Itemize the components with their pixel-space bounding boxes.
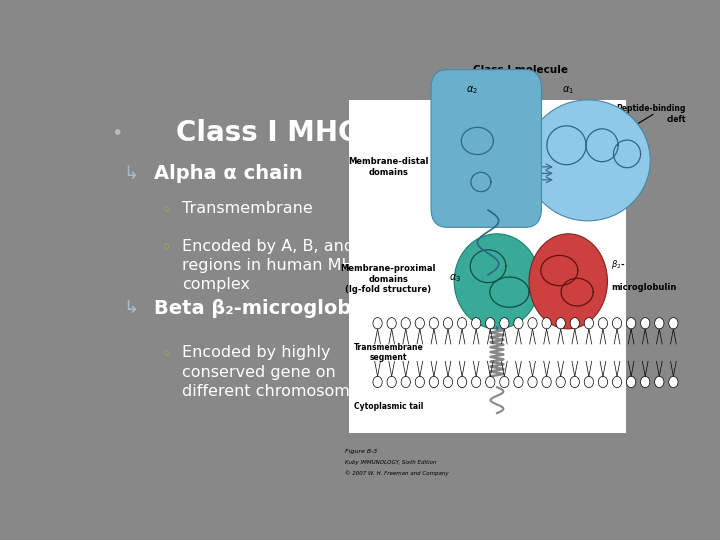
Circle shape [500, 318, 509, 329]
Text: Membrane-proximal
domains
(Ig-fold structure): Membrane-proximal domains (Ig-fold struc… [341, 264, 436, 294]
Circle shape [641, 376, 650, 388]
Text: Membrane-distal
domains: Membrane-distal domains [348, 157, 428, 177]
Circle shape [584, 376, 593, 388]
Circle shape [542, 318, 552, 329]
Circle shape [387, 318, 396, 329]
Bar [349, 100, 626, 433]
Text: Peptide-binding
cleft: Peptide-binding cleft [616, 104, 686, 124]
Text: •: • [111, 124, 122, 143]
Circle shape [485, 318, 495, 329]
Circle shape [429, 376, 438, 388]
Text: $\alpha_2$: $\alpha_2$ [466, 84, 478, 96]
Circle shape [584, 318, 593, 329]
Circle shape [556, 376, 565, 388]
Text: ◦: ◦ [162, 241, 171, 255]
Circle shape [613, 376, 621, 388]
Circle shape [472, 376, 481, 388]
Text: Beta β₂-microglobulin: Beta β₂-microglobulin [154, 299, 392, 318]
Text: ↳: ↳ [123, 299, 138, 317]
Text: Kuby IMMUNOLOGY, Sixth Edition: Kuby IMMUNOLOGY, Sixth Edition [346, 460, 437, 465]
Circle shape [641, 318, 650, 329]
Circle shape [401, 318, 410, 329]
Circle shape [528, 376, 537, 388]
Circle shape [457, 376, 467, 388]
Circle shape [570, 376, 580, 388]
Text: $\alpha_3$: $\alpha_3$ [449, 272, 462, 284]
Circle shape [626, 318, 636, 329]
Circle shape [373, 376, 382, 388]
Circle shape [415, 376, 425, 388]
Circle shape [514, 318, 523, 329]
Text: microglobulin: microglobulin [611, 284, 676, 293]
Text: Cytoplasmic tail: Cytoplasmic tail [354, 402, 423, 411]
Circle shape [669, 376, 678, 388]
Text: $\alpha_1$: $\alpha_1$ [562, 84, 575, 96]
Circle shape [514, 376, 523, 388]
Circle shape [654, 376, 664, 388]
Circle shape [669, 318, 678, 329]
Circle shape [472, 318, 481, 329]
Text: Transmembrane
segment: Transmembrane segment [354, 343, 423, 362]
Text: ↳: ↳ [123, 165, 138, 183]
Circle shape [556, 318, 565, 329]
Circle shape [415, 318, 425, 329]
Circle shape [613, 318, 621, 329]
Text: Transmembrane: Transmembrane [182, 201, 312, 216]
Circle shape [528, 318, 537, 329]
Text: Figure B-3: Figure B-3 [346, 449, 378, 454]
Circle shape [401, 376, 410, 388]
Circle shape [529, 234, 608, 329]
Circle shape [542, 376, 552, 388]
Text: Encoded by A, B, and C
regions in human MHC
complex: Encoded by A, B, and C regions in human … [182, 239, 371, 292]
Circle shape [485, 376, 495, 388]
Text: ◦: ◦ [162, 348, 171, 362]
Ellipse shape [526, 100, 650, 221]
Ellipse shape [454, 234, 540, 329]
Circle shape [570, 318, 580, 329]
Circle shape [457, 318, 467, 329]
Circle shape [444, 376, 453, 388]
Text: Class I molecule: Class I molecule [472, 65, 567, 76]
Text: $\beta_2$-: $\beta_2$- [611, 258, 626, 271]
Text: Encoded by highly
conserved gene on
different chromosome: Encoded by highly conserved gene on diff… [182, 346, 360, 399]
Text: ◦: ◦ [162, 203, 171, 218]
Circle shape [598, 318, 608, 329]
Circle shape [626, 376, 636, 388]
Text: Alpha α chain: Alpha α chain [154, 164, 303, 183]
Text: Class I MHC: Class I MHC [176, 119, 359, 147]
Circle shape [654, 318, 664, 329]
FancyBboxPatch shape [435, 72, 538, 223]
FancyBboxPatch shape [431, 70, 541, 227]
Circle shape [387, 376, 396, 388]
Circle shape [598, 376, 608, 388]
Circle shape [373, 318, 382, 329]
Text: © 2007 W. H. Freeman and Company: © 2007 W. H. Freeman and Company [346, 470, 449, 476]
Circle shape [444, 318, 453, 329]
Circle shape [429, 318, 438, 329]
Ellipse shape [462, 132, 550, 219]
Circle shape [500, 376, 509, 388]
